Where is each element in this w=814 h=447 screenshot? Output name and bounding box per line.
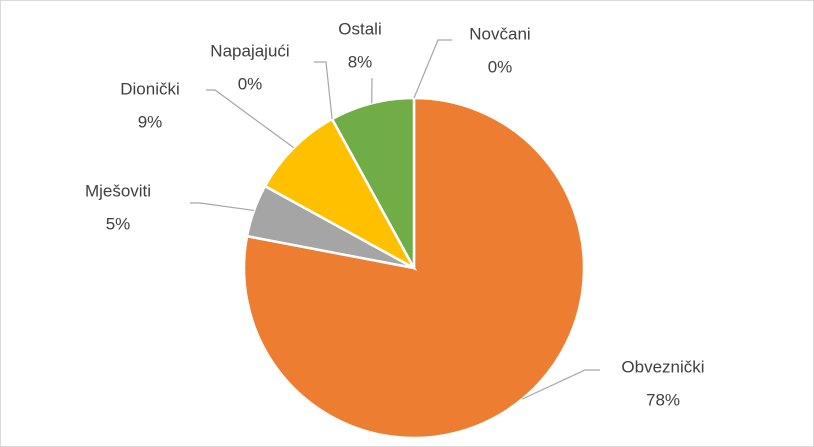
pie-slice [263, 117, 418, 272]
slice-value-label: 9% [138, 112, 163, 131]
slice-value-label: 0% [488, 57, 513, 76]
leader-line [190, 202, 255, 212]
slice-value-label: 78% [646, 390, 680, 409]
leader-line [314, 61, 333, 120]
slice-value-label: 8% [348, 52, 373, 71]
leader-line [522, 369, 600, 400]
slice-label: Napajajući [210, 41, 289, 60]
slice-label: Dionički [120, 79, 180, 98]
slice-label: Novčani [469, 24, 530, 43]
slice-value-label: 5% [106, 214, 131, 233]
slice-label: Ostali [338, 19, 381, 38]
slice-label: Obveznički [621, 357, 704, 376]
slice-label: Mješoviti [85, 181, 151, 200]
leader-line [206, 89, 295, 149]
slice-value-label: 0% [238, 74, 263, 93]
pie-slice [242, 96, 586, 440]
leader-line [413, 39, 452, 99]
